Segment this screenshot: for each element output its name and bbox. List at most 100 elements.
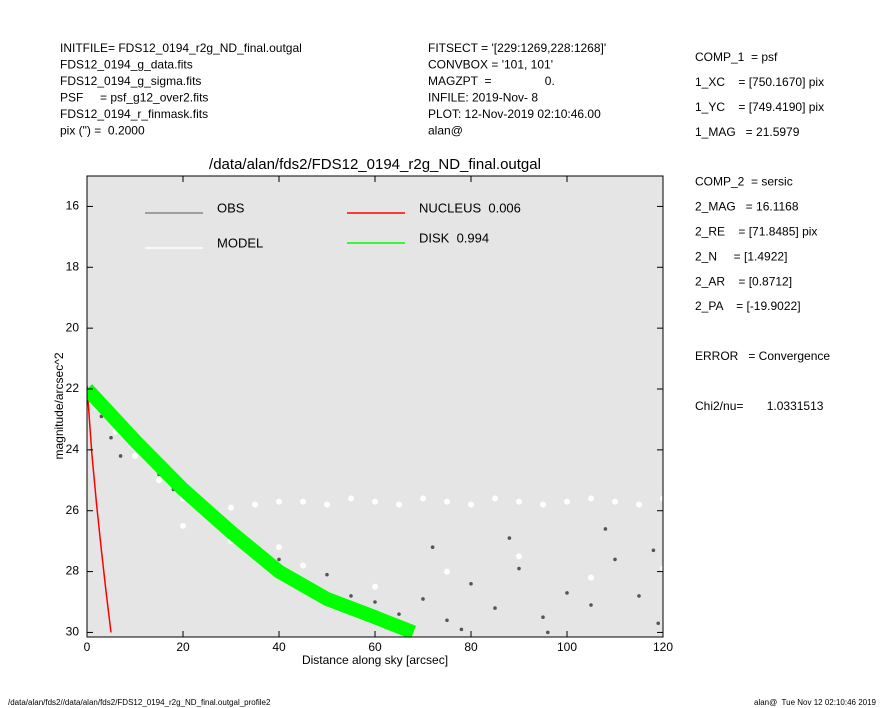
data-point (372, 583, 378, 590)
data-point (420, 495, 426, 502)
data-point (430, 545, 435, 550)
data-point (636, 501, 642, 508)
data-point (324, 501, 330, 508)
y-tick-label: 30 (66, 625, 80, 639)
header-line: FDS12_0194_g_sigma.fits (60, 74, 201, 88)
data-point (469, 581, 473, 586)
y-tick-label: 20 (66, 320, 80, 334)
data-point (516, 498, 522, 505)
fit-param: 2_N = [1.4922] (695, 249, 787, 263)
data-point (118, 454, 123, 458)
data-point (637, 594, 641, 598)
data-point (396, 501, 402, 508)
data-point (651, 548, 656, 553)
data-point (252, 501, 258, 508)
header-line: FDS12_0194_g_data.fits (60, 58, 193, 72)
x-tick-label: 120 (653, 640, 673, 654)
data-point (493, 606, 497, 610)
data-point (373, 600, 377, 604)
data-point (276, 544, 282, 551)
data-point (588, 574, 594, 581)
data-point (459, 627, 464, 632)
data-point (603, 527, 608, 531)
data-point (348, 495, 354, 502)
x-tick-label: 80 (464, 640, 478, 654)
header-line: MAGZPT = 0. (428, 74, 555, 88)
data-point (421, 597, 425, 601)
data-point (349, 594, 353, 598)
data-point (276, 498, 282, 505)
fit-param: 2_PA = [-19.9022] (695, 299, 801, 313)
x-tick-label: 20 (176, 640, 190, 654)
data-point (507, 536, 512, 540)
data-point (660, 495, 663, 502)
legend-label: DISK 0.994 (419, 230, 489, 245)
header-line: FITSECT = '[229:1269,228:1268]' (428, 41, 606, 55)
data-point (228, 504, 234, 511)
data-point (325, 572, 329, 577)
legend-label: MODEL (217, 235, 263, 250)
data-point (541, 615, 545, 620)
x-tick-label: 0 (84, 640, 91, 654)
x-tick-label: 60 (368, 640, 382, 654)
plot-area (87, 176, 663, 637)
y-tick-label: 24 (66, 442, 80, 456)
data-point (397, 612, 401, 616)
data-point (516, 553, 522, 560)
fit-param: 2_RE = [71.8485] pix (695, 224, 817, 238)
legend-label: OBS (217, 200, 245, 215)
header-line: INFILE: 2019-Nov- 8 (428, 91, 538, 105)
data-point (468, 501, 474, 508)
model-line (87, 385, 112, 633)
x-axis-label: Distance along sky [arcsec] (302, 653, 448, 667)
data-point (444, 498, 450, 505)
fit-param: COMP_1 = psf (695, 50, 778, 64)
y-tick-label: 16 (66, 199, 80, 213)
header-line: FDS12_0194_r_finmask.fits (60, 107, 208, 121)
data-point (613, 557, 617, 562)
data-point (300, 498, 306, 505)
data-point (656, 621, 660, 626)
data-point (564, 498, 570, 505)
fit-param: 1_YC = [749.4190] pix (695, 100, 824, 114)
data-point (132, 452, 138, 459)
plot-layer (87, 384, 663, 637)
footer-left: /data/alan/fds2//data/alan/fds2/FDS12_01… (8, 698, 271, 707)
data-point (492, 495, 498, 502)
y-tick-label: 28 (66, 564, 80, 578)
header-line: PLOT: 12-Nov-2019 02:10:46.00 (428, 107, 601, 121)
data-point (588, 495, 594, 502)
data-point (109, 435, 113, 440)
header-line: alan@ (428, 124, 463, 138)
data-point (660, 565, 663, 572)
header-line: PSF = psf_g12_over2.fits (60, 91, 208, 105)
data-point (300, 562, 306, 569)
footer-right: alan@ Tue Nov 12 02:10:46 2019 (754, 698, 877, 707)
y-tick-label: 18 (66, 259, 80, 273)
data-point (444, 568, 450, 575)
fit-param: Chi2/nu= 1.0331513 (695, 399, 824, 413)
fit-param: COMP_2 = sersic (695, 175, 793, 189)
data-point (180, 522, 186, 529)
data-point (589, 603, 593, 607)
y-axis-label: magnitude/arcsec^2 (52, 352, 66, 459)
fit-param: 2_AR = [0.8712] (695, 274, 792, 288)
header-line: INITFILE= FDS12_0194_r2g_ND_final.outgal (60, 41, 302, 55)
data-point (546, 630, 550, 635)
model-band (87, 384, 416, 637)
data-point (565, 591, 569, 595)
data-point (540, 501, 546, 508)
y-tick-label: 26 (66, 503, 80, 517)
fit-param: 2_MAG = 16.1168 (695, 200, 799, 214)
x-tick-label: 100 (557, 640, 577, 654)
fit-param: 1_MAG = 21.5979 (695, 125, 800, 139)
data-point (277, 557, 281, 562)
chart-title: /data/alan/fds2/FDS12_0194_r2g_ND_final.… (209, 156, 541, 173)
y-tick-label: 22 (66, 381, 80, 395)
fit-param: ERROR = Convergence (695, 349, 830, 363)
data-point (517, 566, 521, 571)
data-point (612, 498, 618, 505)
fit-param: 1_XC = [750.1670] pix (695, 75, 824, 89)
legend-label: NUCLEUS 0.006 (419, 200, 521, 215)
